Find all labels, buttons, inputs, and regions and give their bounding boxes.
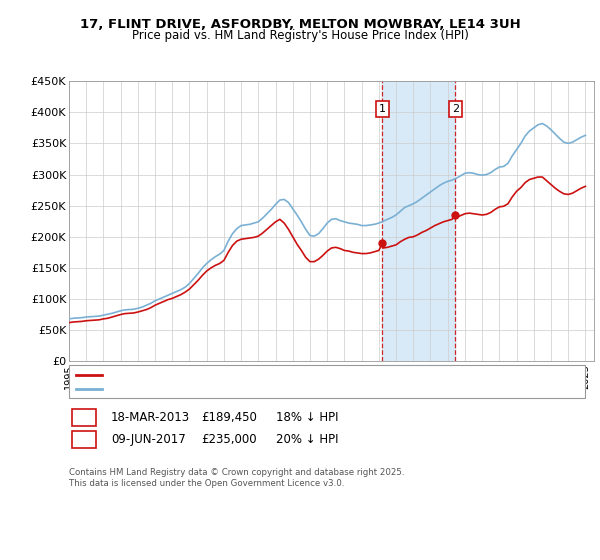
Text: 20% ↓ HPI: 20% ↓ HPI [276,433,338,446]
Text: Price paid vs. HM Land Registry's House Price Index (HPI): Price paid vs. HM Land Registry's House … [131,29,469,42]
Text: 1: 1 [80,410,88,424]
Text: 17, FLINT DRIVE, ASFORDBY, MELTON MOWBRAY, LE14 3UH: 17, FLINT DRIVE, ASFORDBY, MELTON MOWBRA… [80,18,520,31]
Text: 18-MAR-2013: 18-MAR-2013 [111,410,190,424]
Text: 2: 2 [80,433,88,446]
Text: 1: 1 [379,104,386,114]
Text: 17, FLINT DRIVE, ASFORDBY, MELTON MOWBRAY, LE14 3UH (detached house): 17, FLINT DRIVE, ASFORDBY, MELTON MOWBRA… [106,370,510,380]
Text: £189,450: £189,450 [201,410,257,424]
Text: £235,000: £235,000 [201,433,257,446]
Bar [382,81,455,361]
Text: This data is licensed under the Open Government Licence v3.0.: This data is licensed under the Open Gov… [69,479,344,488]
Text: Contains HM Land Registry data © Crown copyright and database right 2025.: Contains HM Land Registry data © Crown c… [69,468,404,477]
Text: 09-JUN-2017: 09-JUN-2017 [111,433,186,446]
Text: 2: 2 [452,104,459,114]
Text: 18% ↓ HPI: 18% ↓ HPI [276,410,338,424]
Text: HPI: Average price, detached house, Melton: HPI: Average price, detached house, Melt… [106,384,334,394]
